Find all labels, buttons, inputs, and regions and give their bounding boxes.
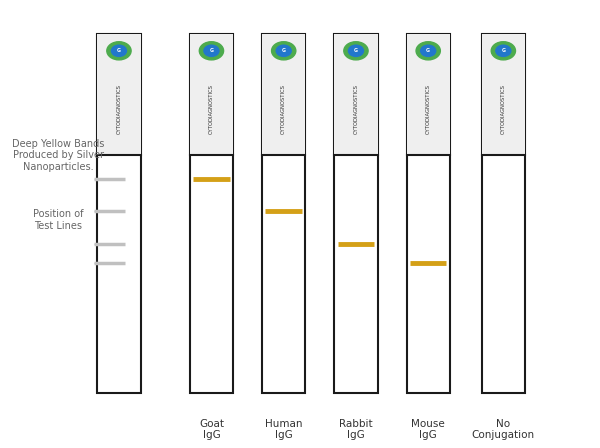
Circle shape — [204, 45, 219, 56]
Circle shape — [107, 42, 131, 60]
Bar — [334, 34, 377, 393]
Circle shape — [416, 42, 440, 60]
Bar — [334, 34, 377, 155]
Bar — [407, 34, 450, 155]
Text: G: G — [354, 48, 358, 53]
Text: CYTODIAGNOSTICS: CYTODIAGNOSTICS — [281, 84, 286, 134]
Text: Position of
Test Lines: Position of Test Lines — [33, 209, 83, 231]
Bar — [97, 34, 140, 155]
Text: G: G — [281, 48, 286, 53]
Text: Mouse
IgG: Mouse IgG — [412, 419, 445, 440]
Circle shape — [496, 45, 511, 56]
Text: CYTODIAGNOSTICS: CYTODIAGNOSTICS — [116, 84, 121, 134]
Circle shape — [272, 42, 296, 60]
Circle shape — [112, 45, 127, 56]
Text: G: G — [209, 48, 214, 53]
Text: Human
IgG: Human IgG — [265, 419, 302, 440]
Text: Deep Yellow Bands
Produced by Silver
Nanoparticles.: Deep Yellow Bands Produced by Silver Nan… — [12, 139, 104, 172]
Circle shape — [199, 42, 224, 60]
Circle shape — [344, 42, 368, 60]
Text: No
Conjugation: No Conjugation — [472, 419, 535, 440]
Text: CYTODIAGNOSTICS: CYTODIAGNOSTICS — [426, 84, 431, 134]
Text: Rabbit
IgG: Rabbit IgG — [339, 419, 373, 440]
Circle shape — [349, 45, 364, 56]
Bar — [407, 34, 450, 393]
Bar — [190, 34, 233, 155]
Bar — [262, 34, 305, 155]
Text: CYTODIAGNOSTICS: CYTODIAGNOSTICS — [501, 84, 506, 134]
Bar — [482, 34, 525, 155]
Text: CYTODIAGNOSTICS: CYTODIAGNOSTICS — [209, 84, 214, 134]
Bar — [190, 34, 233, 393]
Bar — [97, 34, 140, 393]
Text: G: G — [502, 48, 505, 53]
Text: G: G — [117, 48, 121, 53]
Text: CYTODIAGNOSTICS: CYTODIAGNOSTICS — [353, 84, 358, 134]
Text: G: G — [426, 48, 430, 53]
Circle shape — [491, 42, 515, 60]
Circle shape — [276, 45, 291, 56]
Bar — [262, 34, 305, 393]
Text: Goat
IgG: Goat IgG — [199, 419, 224, 440]
Bar — [482, 34, 525, 393]
Circle shape — [421, 45, 436, 56]
